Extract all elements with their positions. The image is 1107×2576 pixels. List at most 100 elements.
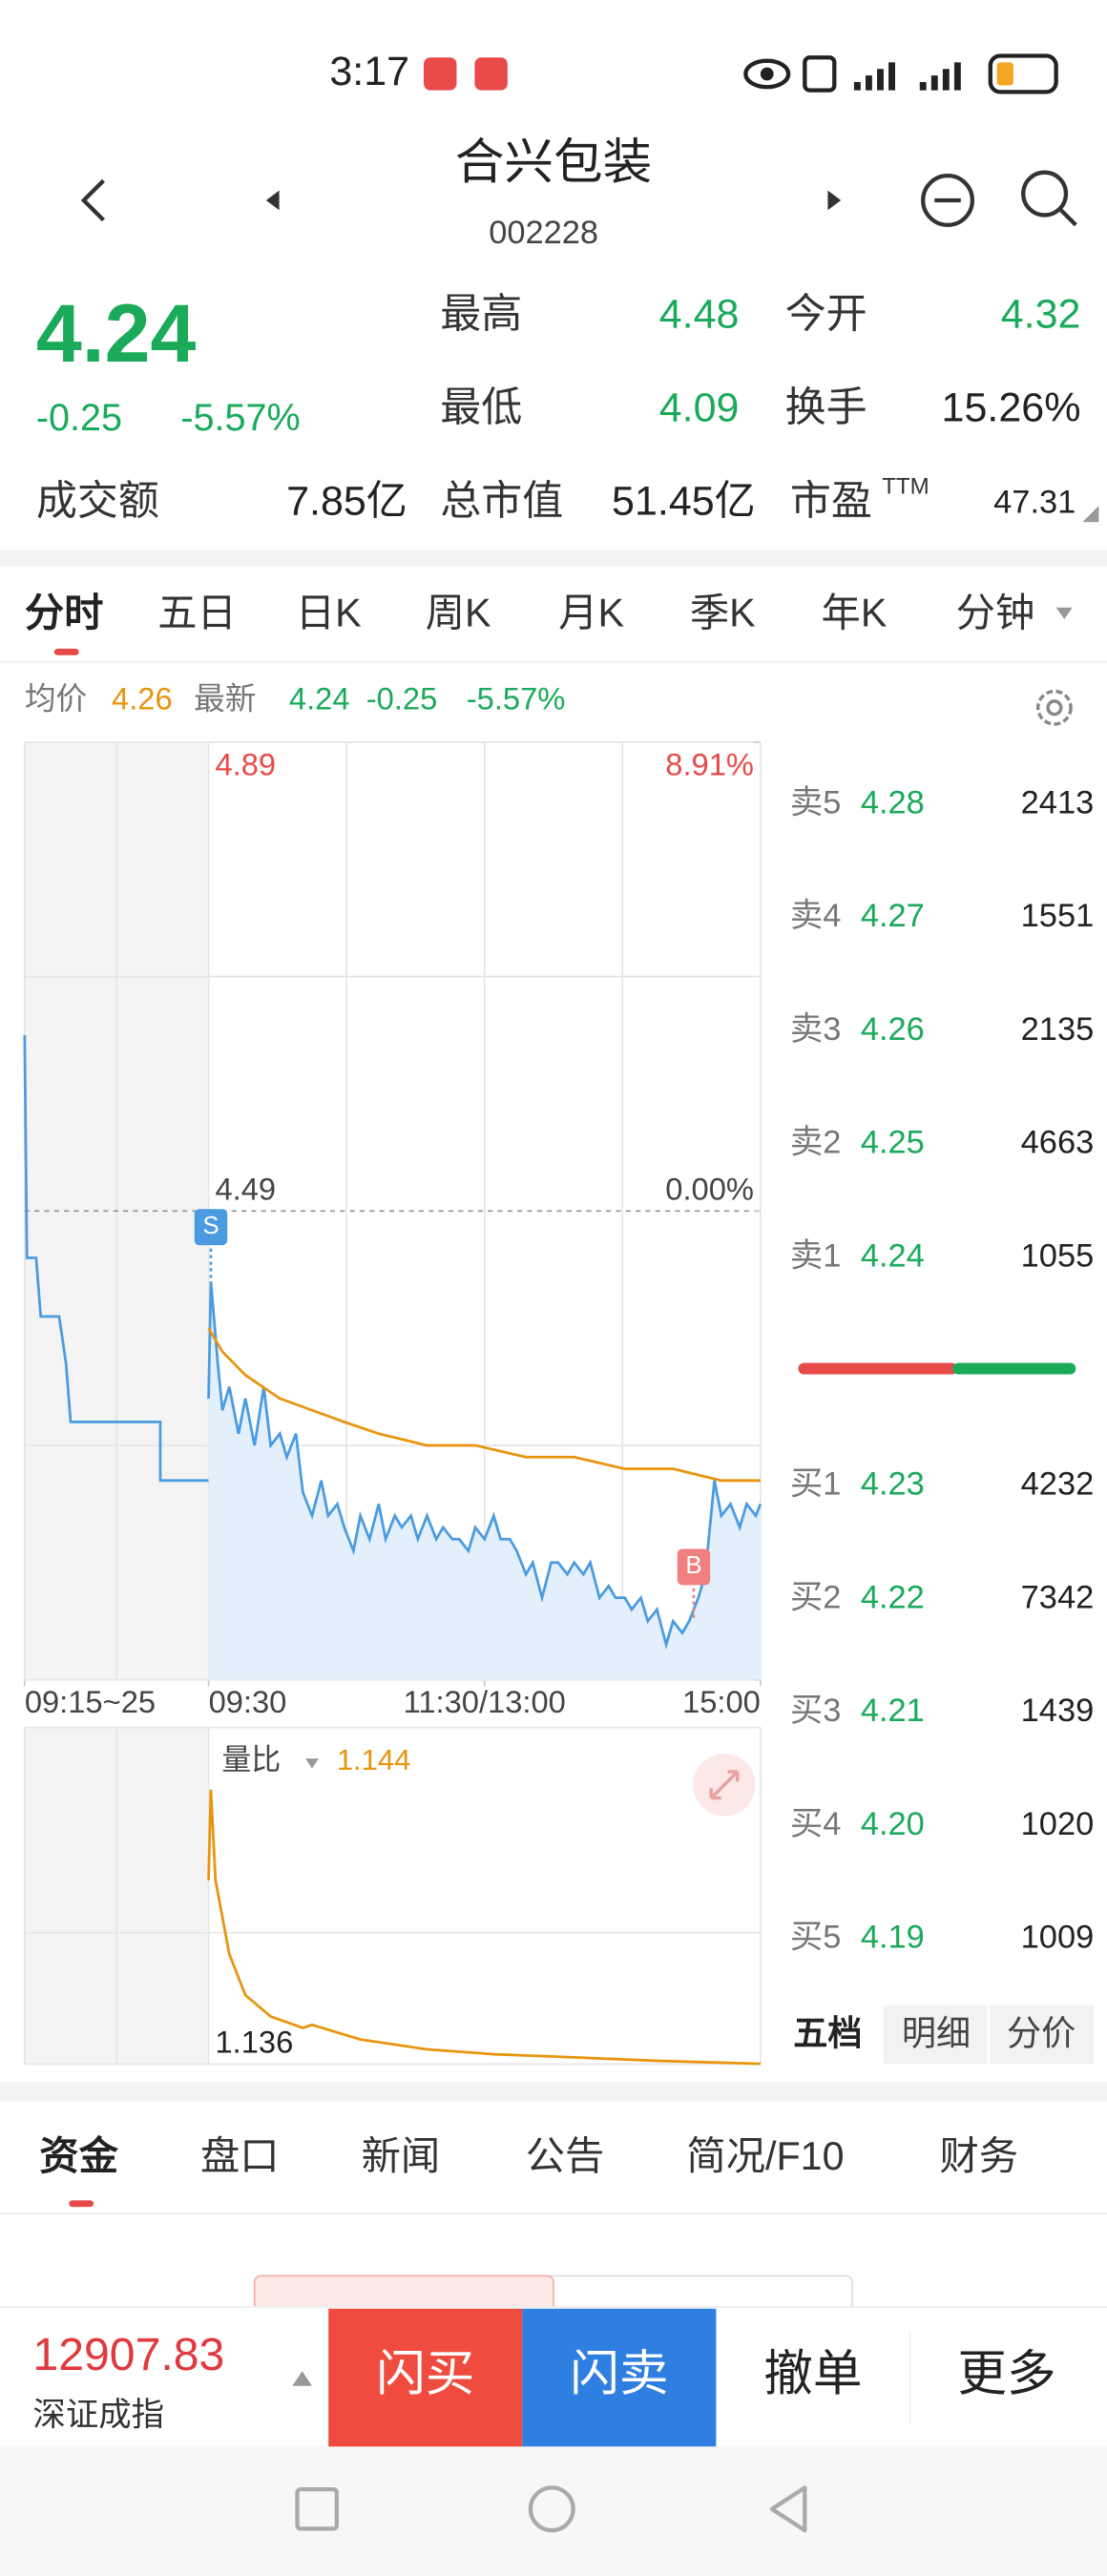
chart-tab[interactable]: 分钟 (956, 591, 1035, 634)
stock-code: 002228 (489, 215, 598, 251)
back-button[interactable] (80, 178, 105, 222)
search-button[interactable] (1021, 170, 1069, 218)
chart-tab[interactable]: 月K (558, 591, 624, 634)
info-tab[interactable]: 财务 (939, 2134, 1018, 2178)
price-change-pct: -5.57% (180, 397, 300, 439)
signal-icon (853, 62, 895, 91)
x-tick-label: 09:15~25 (25, 1684, 156, 1719)
book-level: 卖1 (790, 1237, 842, 1274)
info-tab[interactable]: 资金 (39, 2134, 118, 2178)
info-tab[interactable]: 简况/F10 (686, 2134, 844, 2178)
chart-tab[interactable]: 季K (690, 591, 756, 634)
app-icon (474, 57, 508, 91)
y-tick-label: 4.49 (215, 1171, 276, 1206)
indicator-label[interactable]: 量比 (221, 1743, 281, 1776)
legend-label: 均价 (25, 681, 87, 717)
chart-tab[interactable]: 五日 (157, 591, 237, 634)
action-button[interactable]: 闪卖 (570, 2346, 668, 2401)
settings-button[interactable] (1035, 689, 1073, 726)
info-tab[interactable]: 公告 (526, 2134, 605, 2178)
stat-label: 成交额 (36, 479, 159, 525)
nav-home[interactable] (528, 2485, 575, 2533)
book-level: 买5 (790, 1920, 842, 1956)
chart-tab[interactable]: 分时 (25, 591, 104, 634)
book-level: 买3 (790, 1693, 842, 1729)
next-stock[interactable] (827, 190, 842, 211)
chart-tab[interactable]: 周K (426, 591, 491, 634)
series-line (23, 1035, 209, 1483)
stat-value: 51.45亿 (612, 479, 756, 525)
book-price: 4.24 (861, 1237, 925, 1274)
action-button[interactable]: 闪买 (376, 2346, 474, 2401)
stat-label-sup: TTM (882, 474, 929, 500)
book-level: 买2 (790, 1579, 842, 1615)
app-icon (424, 57, 457, 91)
remove-watch[interactable] (921, 174, 975, 227)
y-tick-label: 4.89 (215, 746, 276, 781)
book-volume: 1551 (1021, 898, 1095, 934)
dropdown-arrow (1055, 607, 1073, 619)
trade-marker (677, 1548, 711, 1586)
legend-value: 4.24 (289, 681, 350, 717)
action-button[interactable]: 撤单 (763, 2346, 862, 2401)
book-price: 4.22 (861, 1579, 925, 1615)
separator (0, 2082, 1107, 2102)
prev-stock[interactable] (265, 190, 280, 211)
info-tab[interactable]: 盘口 (200, 2134, 280, 2178)
legend-value: -0.25 (366, 681, 438, 717)
clock: 3:17 (329, 49, 409, 94)
nav-recent[interactable] (295, 2486, 339, 2531)
book-price: 4.28 (861, 784, 925, 821)
x-tick-label: 11:30/13:00 (404, 1684, 566, 1719)
stat-label: 换手 (785, 385, 867, 431)
signal-icon (919, 62, 961, 91)
flash-buy-button[interactable] (328, 2308, 523, 2447)
book-tab[interactable]: 五档 (793, 2014, 862, 2053)
ratio-bar-ask (798, 1362, 958, 1375)
stat-value: 15.26% (942, 385, 1081, 431)
series-line (207, 1789, 761, 2066)
separator (0, 550, 1107, 567)
nfc-icon (803, 55, 837, 93)
ratio-bar-bid (952, 1362, 1076, 1375)
book-price: 4.25 (861, 1125, 925, 1161)
book-tab[interactable]: 明细 (902, 2014, 971, 2053)
chart-tab[interactable]: 日K (296, 591, 362, 634)
eye-icon (743, 58, 791, 90)
index-value[interactable]: 12907.83 (32, 2329, 224, 2380)
index-name[interactable]: 深证成指 (32, 2397, 164, 2433)
book-volume: 4232 (1021, 1466, 1095, 1503)
book-volume: 1020 (1021, 1806, 1095, 1842)
legend-value: -5.57% (467, 681, 566, 717)
indicator-value: 1.144 (337, 1743, 410, 1776)
stat-value: 4.32 (1001, 292, 1081, 338)
book-tab[interactable]: 分价 (1007, 2014, 1076, 2053)
book-price: 4.19 (861, 1920, 925, 1956)
legend-value: 4.26 (112, 681, 173, 717)
stat-value: 47.31 (993, 484, 1076, 520)
price-change: -0.25 (36, 397, 122, 439)
book-level: 卖4 (790, 898, 842, 934)
price-area (208, 1280, 761, 1680)
info-tab[interactable]: 新闻 (362, 2134, 441, 2178)
nav-back[interactable] (769, 2485, 807, 2533)
chart-tab[interactable]: 年K (822, 591, 888, 634)
trade-marker-label: S (202, 1213, 219, 1239)
book-level: 卖3 (790, 1011, 842, 1048)
book-volume: 2413 (1021, 784, 1095, 821)
stat-label: 今开 (785, 292, 867, 338)
stat-label: 最低 (440, 385, 522, 431)
book-volume: 4663 (1021, 1125, 1095, 1161)
book-level: 买1 (790, 1466, 842, 1503)
flash-sell-button[interactable] (522, 2308, 717, 2447)
more-indicator (1082, 506, 1099, 523)
index-toggle[interactable] (292, 2371, 313, 2386)
nav-bar (0, 2446, 1107, 2576)
action-button[interactable]: 更多 (957, 2346, 1055, 2401)
y2-tick-label: 0.00% (665, 1171, 754, 1206)
series-line (207, 1280, 762, 1650)
dropdown-arrow (305, 1758, 319, 1769)
settings-button (1046, 699, 1063, 717)
